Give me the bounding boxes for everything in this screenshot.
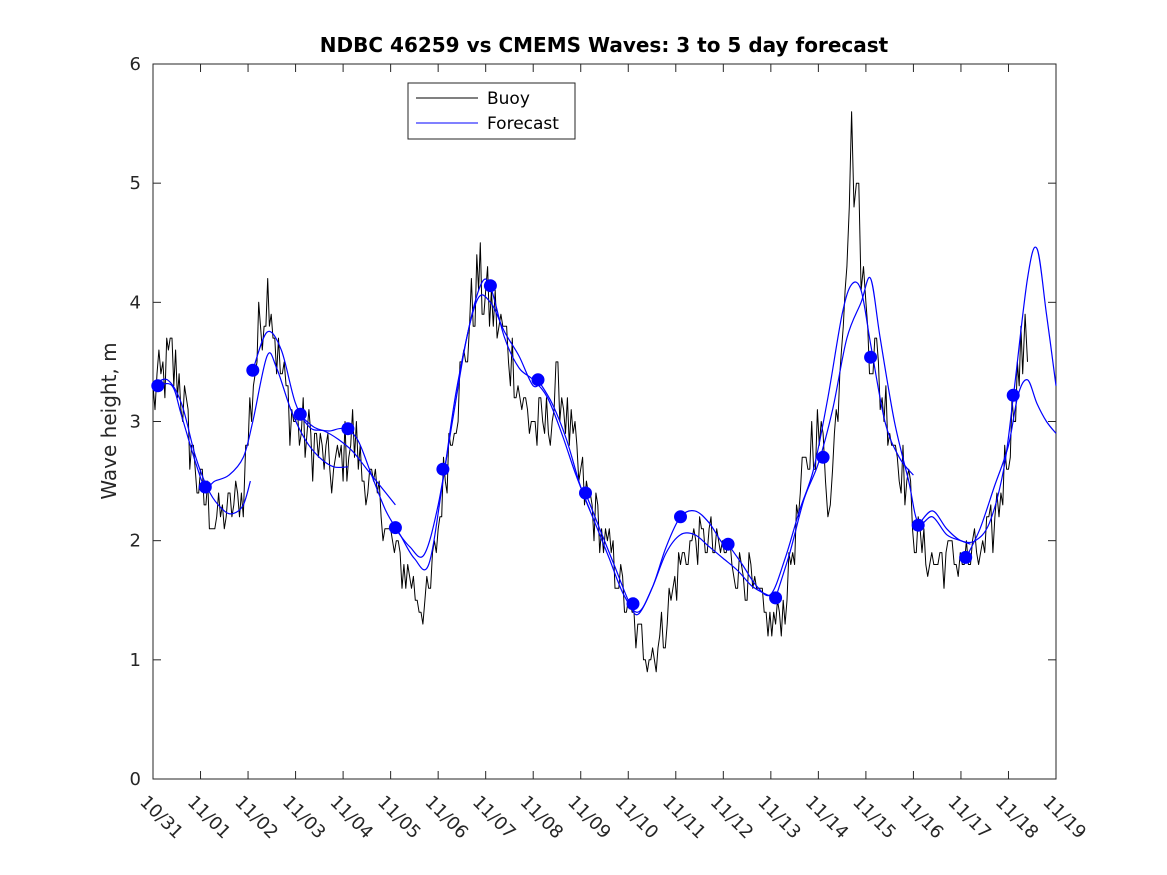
forecast-marker [816,450,830,464]
forecast-markers [151,279,1020,611]
forecast-line [537,379,733,613]
y-tick-label: 0 [130,769,141,790]
forecast-marker [674,510,687,524]
forecast-line [775,276,971,599]
x-tick-label: 11/17 [943,792,995,844]
x-tick-label: 11/11 [658,792,710,844]
forecast-marker [1006,388,1020,402]
buoy-series [152,111,1028,673]
y-tick-label: 3 [130,412,141,433]
x-tick-label: 11/12 [706,792,758,844]
forecast-line [727,281,914,597]
forecast-line [917,246,1057,544]
y-tick-label: 6 [130,54,141,75]
forecast-marker [293,407,307,421]
plot-frame [152,63,1057,780]
forecast-marker [483,279,497,293]
forecast-marker [198,480,212,494]
forecast-marker [911,518,925,532]
forecast-marker [769,591,783,605]
forecast-marker [388,521,402,535]
x-tick-label: 11/05 [373,792,425,844]
forecast-line [152,378,251,515]
y-axis-label: Wave height, m [97,342,121,499]
x-tick-label: 11/14 [801,792,853,844]
forecast-series [152,246,1057,616]
x-tick-label: 11/10 [611,792,663,844]
x-tick-label: 11/01 [183,792,235,844]
forecast-marker [151,379,165,393]
forecast-marker [721,537,735,551]
forecast-marker [341,422,355,436]
x-tick-label: 11/18 [991,792,1043,844]
y-tick-label: 4 [130,292,141,313]
legend-buoy-label: Buoy [487,89,530,109]
x-tick-label: 11/04 [326,792,378,844]
forecast-marker [436,462,450,476]
x-tick-label: 11/03 [278,792,330,844]
x-tick-label: 10/31 [135,792,187,844]
x-tick-label: 11/15 [848,792,900,844]
forecast-marker [626,597,640,611]
forecast-marker [531,373,545,387]
legend: Buoy Forecast [407,82,576,140]
x-tick-label: 11/07 [468,792,520,844]
legend-forecast-label: Forecast [487,114,559,134]
legend-box [407,82,576,140]
y-axis: 0 1 2 3 4 5 6 [130,54,1056,790]
forecast-line [584,492,776,616]
forecast-line [157,352,348,489]
x-tick-label: 11/02 [231,792,283,844]
x-tick-label: 11/08 [516,792,568,844]
chart-title: NDBC 46259 vs CMEMS Waves: 3 to 5 day fo… [320,33,889,57]
forecast-marker [864,350,878,364]
y-tick-label: 1 [130,650,141,671]
x-tick-label: 11/16 [896,792,948,844]
forecast-marker [579,486,592,500]
x-tick-label: 11/09 [563,792,615,844]
forecast-marker [959,550,973,564]
forecast-marker [246,363,260,377]
x-tick-label: 11/13 [753,792,805,844]
x-tick-label: 11/06 [421,792,473,844]
x-tick-label: 11/19 [1038,792,1090,844]
buoy-line [152,111,1028,673]
y-tick-label: 5 [130,173,141,194]
y-tick-label: 2 [130,531,141,552]
